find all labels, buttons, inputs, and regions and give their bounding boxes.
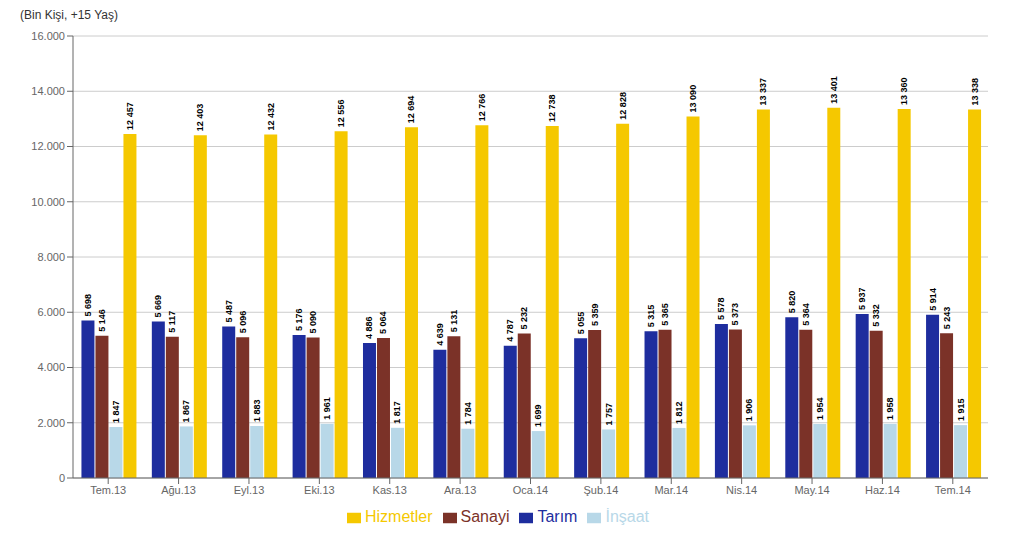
svg-text:1 757: 1 757 (604, 403, 614, 426)
svg-text:12 828: 12 828 (618, 92, 628, 120)
svg-text:5 669: 5 669 (153, 295, 163, 318)
html-text:Hizmetler: Hizmetler (365, 508, 433, 525)
svg-text:Kas.13: Kas.13 (373, 484, 407, 496)
svg-text:4 886: 4 886 (364, 316, 374, 339)
svg-text:1 954: 1 954 (815, 397, 825, 420)
svg-text:5 820: 5 820 (787, 291, 797, 314)
svg-text:Oca.14: Oca.14 (513, 484, 548, 496)
svg-text:5 364: 5 364 (801, 303, 811, 326)
svg-text:5 937: 5 937 (857, 287, 867, 310)
svg-text:12 457: 12 457 (125, 102, 135, 130)
html-text:Sanayi: Sanayi (460, 508, 510, 525)
svg-text:8.000: 8.000 (37, 251, 65, 263)
svg-text:1 958: 1 958 (885, 397, 895, 420)
svg-text:12 403: 12 403 (195, 104, 205, 132)
svg-text:5 090: 5 090 (308, 311, 318, 334)
svg-text:1 817: 1 817 (392, 401, 402, 424)
svg-text:1 961: 1 961 (322, 397, 332, 420)
svg-text:4 639: 4 639 (435, 323, 445, 346)
svg-text:13 360: 13 360 (899, 77, 909, 105)
svg-text:Şub.14: Şub.14 (583, 484, 618, 496)
svg-text:0: 0 (59, 472, 65, 484)
svg-text:Haz.14: Haz.14 (865, 484, 900, 496)
svg-text:16.000: 16.000 (31, 30, 65, 42)
svg-text:13 337: 13 337 (758, 78, 768, 106)
svg-text:5 243: 5 243 (942, 307, 952, 330)
svg-text:5 487: 5 487 (224, 300, 234, 323)
svg-text:13 090: 13 090 (688, 85, 698, 113)
svg-text:5 232: 5 232 (519, 307, 529, 330)
svg-text:1 812: 1 812 (674, 401, 684, 424)
svg-text:1 906: 1 906 (744, 399, 754, 422)
svg-text:5 373: 5 373 (730, 303, 740, 326)
svg-text:6.000: 6.000 (37, 306, 65, 318)
html-text:Tarım: Tarım (537, 508, 578, 525)
svg-text:Eki.13: Eki.13 (304, 484, 335, 496)
svg-text:Tem.14: Tem.14 (935, 484, 971, 496)
svg-text:Mar.14: Mar.14 (654, 484, 688, 496)
svg-text:13 401: 13 401 (829, 76, 839, 104)
svg-text:1 699: 1 699 (533, 405, 543, 428)
svg-text:5 359: 5 359 (590, 303, 600, 326)
svg-text:1 784: 1 784 (463, 402, 473, 425)
svg-text:Eyl.13: Eyl.13 (234, 484, 265, 496)
svg-text:5 064: 5 064 (378, 312, 388, 335)
svg-text:Nis.14: Nis.14 (726, 484, 757, 496)
svg-text:5 176: 5 176 (294, 308, 304, 331)
svg-text:1 915: 1 915 (956, 399, 966, 422)
svg-text:12 432: 12 432 (266, 103, 276, 131)
svg-text:12 766: 12 766 (477, 94, 487, 122)
svg-text:5 146: 5 146 (97, 309, 107, 332)
svg-text:Ağu.13: Ağu.13 (161, 484, 196, 496)
svg-text:12 556: 12 556 (336, 100, 346, 128)
svg-text:1 847: 1 847 (111, 400, 121, 423)
svg-text:1 883: 1 883 (252, 399, 262, 422)
svg-text:12 738: 12 738 (547, 95, 557, 123)
svg-text:10.000: 10.000 (31, 196, 65, 208)
svg-text:5 332: 5 332 (871, 304, 881, 327)
svg-text:4.000: 4.000 (37, 361, 65, 373)
html-text:(Bin Kişi, +15 Yaş): (Bin Kişi, +15 Yaş) (20, 8, 118, 22)
html-text:İnşaat: İnşaat (605, 508, 649, 525)
svg-text:5 117: 5 117 (167, 311, 177, 333)
svg-text:May.14: May.14 (794, 484, 829, 496)
svg-text:12 694: 12 694 (406, 96, 416, 124)
svg-text:5 578: 5 578 (716, 297, 726, 320)
svg-text:5 055: 5 055 (576, 312, 586, 335)
svg-text:5 698: 5 698 (83, 294, 93, 317)
svg-text:4 787: 4 787 (505, 319, 515, 342)
svg-text:5 315: 5 315 (646, 305, 656, 328)
svg-text:5 096: 5 096 (238, 311, 248, 334)
svg-text:Tem.13: Tem.13 (90, 484, 126, 496)
svg-text:2.000: 2.000 (37, 417, 65, 429)
svg-text:1 867: 1 867 (181, 400, 191, 423)
svg-text:12.000: 12.000 (31, 140, 65, 152)
svg-text:5 131: 5 131 (449, 310, 459, 333)
svg-text:Ara.13: Ara.13 (444, 484, 476, 496)
svg-text:5 914: 5 914 (928, 288, 938, 311)
svg-text:13 338: 13 338 (970, 78, 980, 106)
svg-text:5 365: 5 365 (660, 303, 670, 326)
svg-text:14.000: 14.000 (31, 85, 65, 97)
